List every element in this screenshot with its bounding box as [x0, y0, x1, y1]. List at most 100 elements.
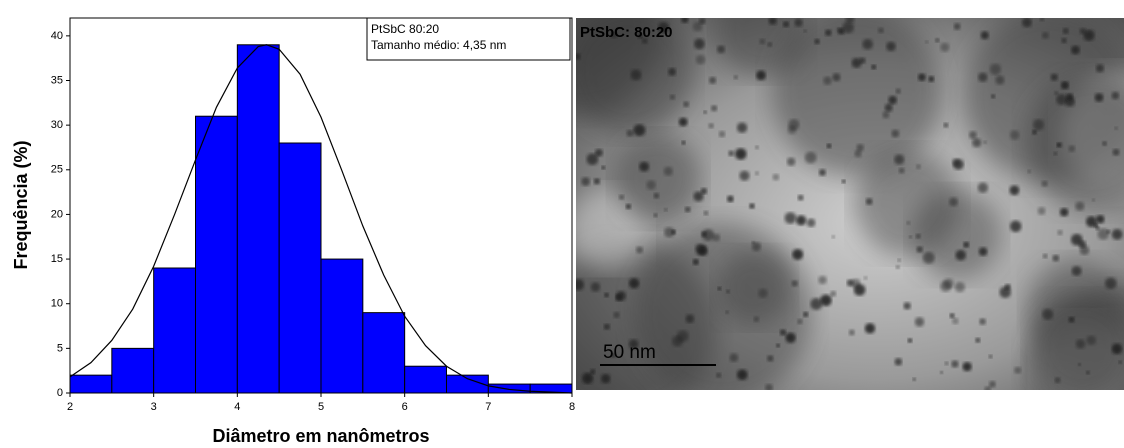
tem-particle — [952, 318, 959, 325]
tem-particle — [990, 64, 1001, 75]
tem-particle — [866, 198, 873, 205]
tem-particle — [626, 204, 631, 209]
tem-shade — [633, 224, 811, 402]
y-tick-label: 40 — [51, 30, 63, 42]
tem-particle — [1038, 207, 1046, 215]
tem-particle — [1061, 38, 1066, 43]
tem-particle — [664, 208, 667, 211]
tem-particle — [694, 39, 705, 50]
x-tick-label: 5 — [318, 401, 324, 413]
tem-particle — [773, 174, 780, 181]
tem-particle — [962, 362, 971, 371]
tem-image — [506, 0, 1124, 448]
tem-shade — [717, 250, 792, 325]
tem-particle — [737, 123, 747, 133]
tem-particle — [798, 195, 804, 201]
tem-particle — [978, 182, 988, 192]
tem-particle — [783, 21, 789, 27]
tem-particle — [1102, 141, 1107, 146]
tem-particle — [749, 203, 755, 209]
tem-particle — [627, 130, 634, 137]
tem-particle — [963, 242, 969, 248]
tem-particle — [708, 123, 713, 128]
tem-particle — [849, 330, 855, 336]
tem-particle — [832, 73, 840, 81]
bar — [488, 384, 530, 393]
x-tick-label: 7 — [485, 401, 491, 413]
tem-particle — [928, 76, 934, 82]
x-tick-label: 4 — [234, 401, 240, 413]
figure: Diâmetro em nanômetros Frequência (%) Pt… — [0, 0, 1124, 448]
tem-particle — [1043, 254, 1048, 259]
tem-particle — [1095, 93, 1104, 102]
tem-particle — [1112, 343, 1123, 354]
tem-particle — [888, 96, 897, 105]
tem-particle — [681, 15, 688, 22]
tem-particle — [1063, 28, 1069, 34]
y-tick-label: 30 — [51, 119, 63, 131]
tem-particle — [725, 310, 728, 313]
tem-particle — [794, 19, 802, 27]
tem-particle — [709, 77, 716, 84]
tem-particle — [825, 29, 831, 35]
tem-particle — [1086, 216, 1097, 227]
x-tick-label: 3 — [151, 401, 157, 413]
tem-particle — [1057, 230, 1062, 235]
tem-particle — [899, 168, 905, 174]
tem-particle — [683, 101, 689, 107]
tem-particle — [1042, 181, 1048, 187]
tem-particle — [882, 112, 889, 119]
tem-particle — [814, 39, 819, 44]
tem-particle — [1071, 234, 1083, 246]
tem-particle — [1084, 30, 1095, 41]
tem-particle — [601, 374, 610, 383]
tem-particle — [909, 235, 912, 238]
tem-particle — [718, 287, 722, 291]
tem-particle — [591, 282, 601, 292]
tem-particle — [984, 386, 991, 393]
tem-particle — [1068, 145, 1075, 152]
tem-particle — [950, 313, 955, 318]
tem-particle — [842, 22, 854, 34]
tem-particle — [940, 43, 949, 52]
tem-particle — [679, 118, 688, 127]
y-tick-label: 20 — [51, 208, 63, 220]
tem-particle — [639, 162, 649, 172]
tem-particle — [734, 75, 738, 79]
tem-particle — [898, 259, 901, 262]
tem-particle — [703, 110, 706, 113]
tem-particle — [804, 29, 807, 32]
bar — [363, 313, 405, 393]
tem-particle — [1105, 277, 1117, 289]
tem-particle — [727, 196, 734, 203]
y-tick-label: 25 — [51, 164, 63, 176]
tem-particle — [978, 72, 987, 81]
y-tick-label: 0 — [57, 387, 63, 399]
tem-particle — [664, 167, 673, 176]
tem-particle — [862, 39, 873, 50]
tem-particle — [940, 371, 943, 374]
tem-particle — [1052, 255, 1059, 262]
tem-particle — [854, 284, 866, 296]
tem-particle — [755, 171, 759, 175]
tem-particle — [1010, 130, 1020, 140]
tem-particle — [852, 58, 862, 68]
tem-particle — [1014, 367, 1021, 374]
bar — [237, 45, 279, 393]
tem-particle — [935, 38, 939, 42]
tem-particle — [906, 221, 910, 225]
legend-text: PtSbC 80:20 — [371, 22, 439, 36]
tem-particle — [916, 234, 921, 239]
tem-particle — [1071, 46, 1080, 55]
tem-particle — [818, 276, 826, 284]
tem-particle — [1096, 215, 1104, 223]
tem-particle — [711, 105, 717, 111]
tem-particle — [704, 211, 708, 215]
tem-particle — [871, 65, 876, 70]
tem-particle — [752, 242, 761, 251]
tem-particle — [803, 312, 808, 317]
tem-particle — [785, 333, 795, 343]
tem-particle — [1010, 221, 1021, 232]
tem-particle — [1027, 170, 1030, 173]
tem-particle — [604, 324, 610, 330]
